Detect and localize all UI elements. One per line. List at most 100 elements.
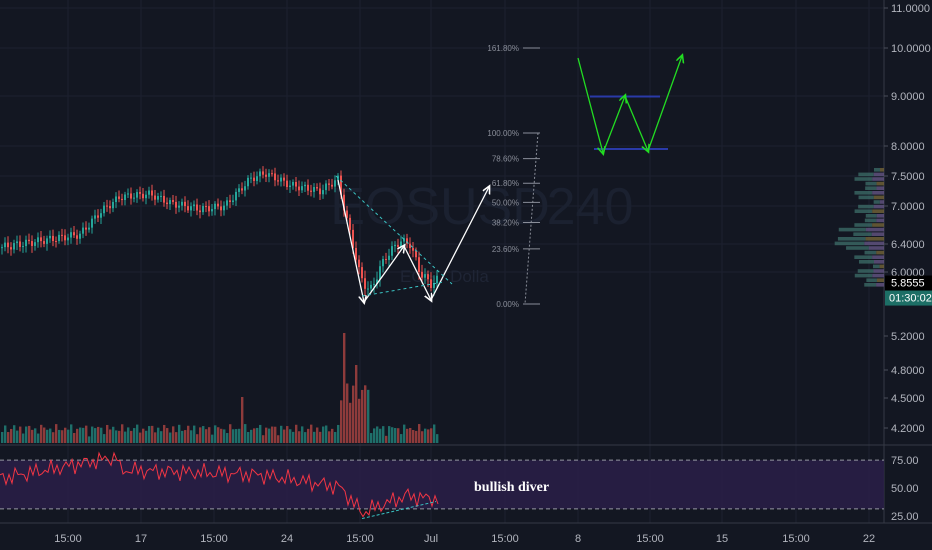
candle-body [100, 213, 102, 218]
price-tick-label: 5.2000 [891, 331, 925, 343]
fib-level-label: 61.80% [492, 179, 519, 188]
candle-body [427, 274, 429, 280]
profile-bar-up [858, 260, 874, 264]
candle-body [109, 206, 111, 209]
price-tick-label: 4.2000 [891, 423, 925, 435]
volume-bar [346, 383, 349, 443]
volume-bar [331, 428, 334, 443]
candle-body [355, 247, 357, 260]
volume-bar [325, 425, 328, 443]
target-w-arrow [624, 95, 648, 151]
profile-bar-up [853, 232, 872, 236]
candle-body [88, 227, 90, 230]
profile-bar-up [837, 237, 866, 241]
volume-bar [10, 428, 13, 443]
volume-bar [262, 435, 265, 443]
candle-body [97, 215, 99, 218]
volume-bar [343, 333, 346, 443]
price-tick-label: 4.8000 [891, 365, 925, 377]
candle-body [376, 279, 378, 284]
profile-bar-up [864, 218, 877, 223]
pattern-drawings[interactable] [0, 56, 884, 302]
volume-bar [190, 430, 193, 443]
volume-bar [229, 424, 232, 443]
volume-bar [298, 431, 301, 443]
fib-level-label: 78.60% [492, 155, 519, 164]
candle-body [328, 183, 330, 185]
rsi-line [0, 451, 439, 518]
candle-body [397, 244, 399, 247]
volume-bar [361, 389, 364, 443]
candle-body [7, 242, 9, 248]
volume-bar [106, 424, 109, 443]
volume-bars [1, 333, 439, 443]
candle-body [181, 201, 183, 206]
candle-body [169, 200, 171, 205]
candle-body [214, 203, 216, 210]
profile-bar-down [872, 191, 884, 195]
rsi-pane: bullish diver [0, 451, 884, 520]
candle-body [325, 183, 327, 191]
candle-body [61, 234, 63, 236]
volume-bar [256, 427, 259, 443]
candle-body [148, 190, 150, 195]
volume-bar [28, 425, 31, 443]
volume-bar [433, 424, 436, 443]
volume-bar [103, 434, 106, 443]
w-pattern-arrow [430, 187, 489, 301]
candle-body [247, 177, 249, 187]
time-tick-label: 8 [575, 533, 581, 545]
candle-body [139, 192, 141, 194]
volume-bar [112, 426, 115, 443]
profile-bar-up [858, 195, 874, 200]
volume-bar [301, 426, 304, 443]
volume-bar [307, 428, 310, 443]
time-tick-label: 15 [716, 533, 728, 545]
candle-body [274, 173, 276, 181]
volume-bar [412, 429, 415, 443]
volume-bar [364, 385, 367, 443]
profile-bar-down [880, 168, 884, 172]
profile-bar-down [876, 218, 884, 223]
candle-body [424, 274, 426, 278]
volume-bar [292, 431, 295, 443]
time-tick-label: 15:00 [782, 533, 810, 545]
time-tick-label: 15:00 [346, 533, 374, 545]
candle-body [343, 194, 345, 211]
candle-body [25, 239, 27, 247]
volume-bar [163, 424, 166, 443]
candle-body [322, 190, 324, 195]
candle-body [235, 191, 237, 201]
volume-bar [427, 429, 430, 443]
volume-bar [367, 389, 370, 443]
volume-bar [352, 385, 355, 443]
profile-bar-down [873, 260, 884, 264]
candle-body [340, 175, 342, 195]
fib-level-label: 50.00% [492, 198, 519, 207]
volume-bar [85, 425, 88, 443]
volume-bar [328, 431, 331, 443]
time-axis[interactable]: 15:00 17 15:00 24 15:00 Jul 15:00 8 15:00 15 15:00… [54, 533, 875, 545]
candle-body [40, 237, 42, 242]
profile-bar-down [873, 204, 884, 209]
candle-body [238, 188, 240, 192]
rsi-divergence-line [361, 501, 437, 520]
volume-bar [160, 431, 163, 443]
price-axis[interactable]: 11.0000 10.0000 9.0000 8.0000 7.5000 7.0000 6.… [884, 3, 932, 523]
price-tick-label: 9.0000 [891, 91, 925, 103]
volume-bar [97, 426, 100, 443]
volume-bar [382, 426, 385, 443]
candle-body [4, 242, 6, 248]
volume-bar [148, 426, 151, 443]
candle-body [73, 232, 75, 236]
profile-bar-down [865, 227, 884, 232]
volume-bar [43, 427, 46, 443]
candle-body [280, 177, 282, 182]
volume-bar [22, 433, 25, 443]
candle-body [115, 196, 117, 203]
candle-body [145, 194, 147, 199]
volume-bar [391, 427, 394, 443]
fib-retracement[interactable]: 161.80% 100.00% 78.60% 61.80% 50.00% 38.20% 23… [487, 44, 540, 309]
bar-countdown: 01:30:02 [889, 293, 932, 305]
